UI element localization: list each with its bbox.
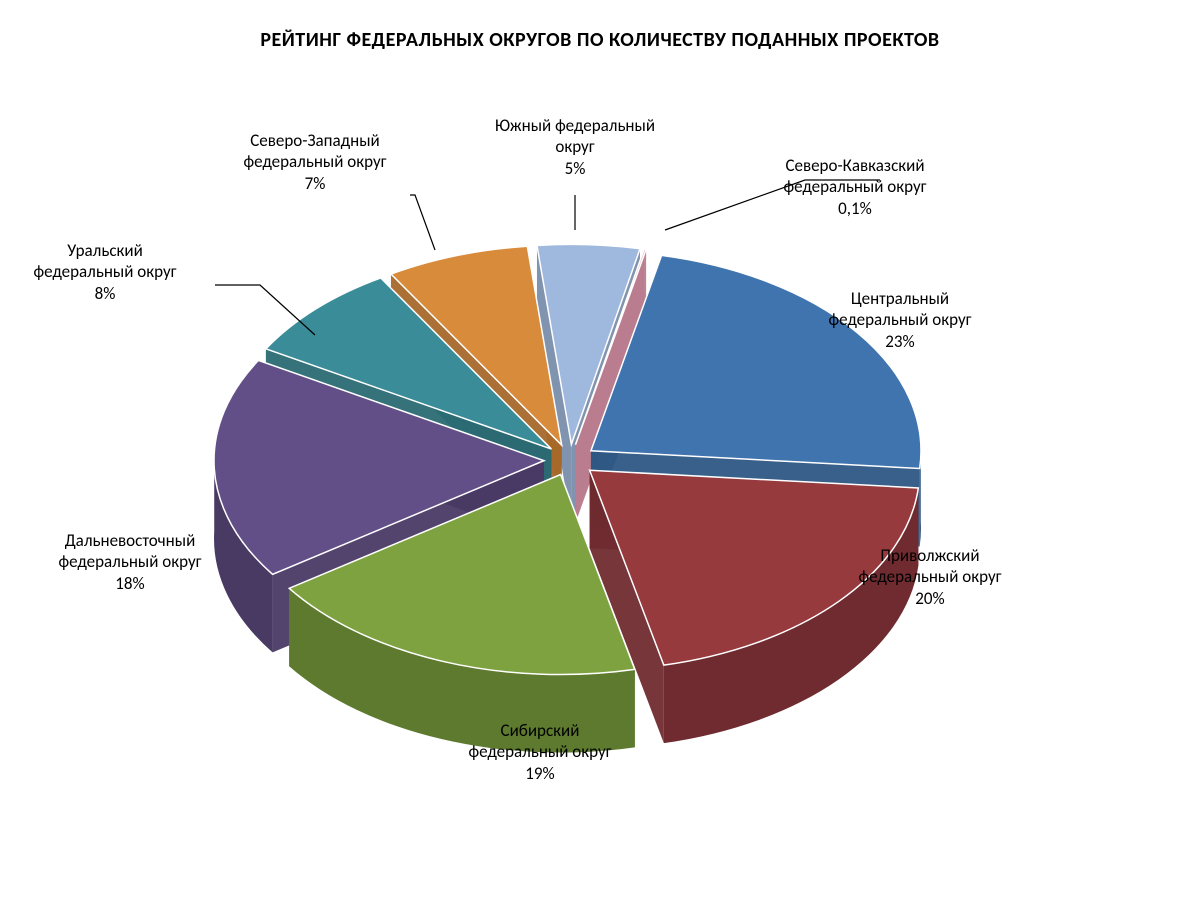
slice-label-central: Центральный федеральный округ 23%: [780, 288, 1020, 352]
slice-label-ural: Уральский федеральный округ 8%: [0, 240, 225, 304]
slice-label-s-caucasus: Северо-Кавказский федеральный округ 0,1%: [735, 155, 975, 219]
slice-label-siberia: Сибирский федеральный округ 19%: [420, 720, 660, 784]
slice-label-volga: Приволжский федеральный округ 20%: [810, 545, 1050, 609]
chart-stage: РЕЙТИНГ ФЕДЕРАЛЬНЫХ ОКРУГОВ ПО КОЛИЧЕСТВ…: [0, 0, 1200, 900]
slice-label-south: Южный федеральный округ 5%: [455, 115, 695, 179]
slice-label-northwest: Северо-Западный федеральный округ 7%: [195, 130, 435, 194]
slice-label-far-east: Дальневосточный федеральный округ 18%: [10, 530, 250, 594]
